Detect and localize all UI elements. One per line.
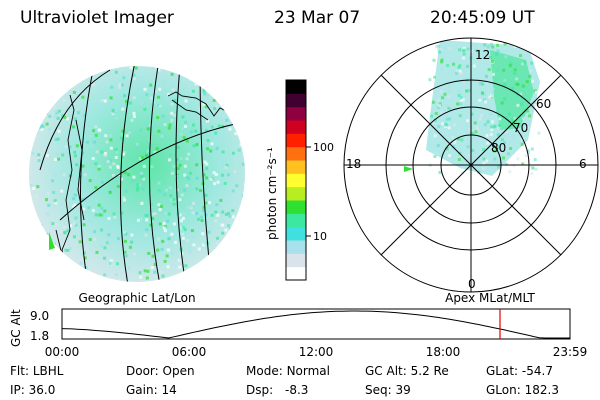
earth-disk xyxy=(29,66,245,282)
time-tick-2359: 23:59 xyxy=(553,345,588,359)
colorbar-segment xyxy=(286,146,306,161)
mlt-label-12: 12 xyxy=(475,48,490,62)
colorbar-segment xyxy=(286,160,306,174)
colorbar-segment xyxy=(286,80,306,94)
info-door: Door: Open xyxy=(126,364,195,378)
altitude-ytick-low: 1.8 xyxy=(30,329,49,343)
bright-spot xyxy=(49,232,55,250)
geographic-label: Geographic Lat/Lon xyxy=(78,291,195,305)
mlt-label-18: 18 xyxy=(346,157,361,171)
colorbar-segment xyxy=(286,186,306,201)
colorbar-tick-10: 10 xyxy=(313,230,327,243)
colorbar-segment xyxy=(286,226,306,241)
ring-label-70: 70 xyxy=(513,121,528,135)
colorbar-segment xyxy=(286,266,306,281)
time-tick-0600: 06:00 xyxy=(172,345,207,359)
polar-plot: 12 18 6 0 60 70 80 xyxy=(343,37,599,293)
colorbar-segment xyxy=(286,93,306,108)
mlt-label-0: 0 xyxy=(468,277,476,291)
info-gc-alt: GC Alt: 5.2 Re xyxy=(365,364,449,378)
ring-label-60: 60 xyxy=(536,97,551,111)
time-tick-0000: 00:00 xyxy=(45,345,80,359)
info-ip: IP: 36.0 xyxy=(10,383,56,397)
altitude-plot-frame xyxy=(61,308,571,340)
info-glon: GLon: 182.3 xyxy=(486,383,559,397)
colorbar-segment xyxy=(286,200,306,214)
colorbar-segment xyxy=(286,106,306,121)
observation-date: 23 Mar 07 xyxy=(274,8,361,28)
info-mode: Mode: Normal xyxy=(246,364,330,378)
info-glat: GLat: -54.7 xyxy=(486,364,553,378)
info-seq: Seq: 39 xyxy=(365,383,411,397)
info-flt: Flt: LBHL xyxy=(10,364,64,378)
time-tick-1200: 12:00 xyxy=(299,345,334,359)
time-tick-1800: 18:00 xyxy=(426,345,461,359)
colorbar-segment xyxy=(286,173,306,188)
info-dsp: Dsp: -8.3 xyxy=(246,383,309,397)
colorbar: 100 10 photon cm⁻²s⁻¹ xyxy=(265,79,334,281)
colorbar-unit-label: photon cm⁻²s⁻¹ xyxy=(265,147,279,240)
altitude-ylabel: GC Alt xyxy=(9,309,23,347)
altitude-timeline: GC Alt 9.0 1.8 00:00 06:00 12:00 18:00 2… xyxy=(9,308,588,359)
colorbar-tick-100: 100 xyxy=(313,141,334,154)
apex-label: Apex MLat/MLT xyxy=(445,291,535,305)
colorbar-segment xyxy=(286,240,306,254)
colorbar-segment xyxy=(286,213,306,228)
colorbar-segment xyxy=(286,253,306,268)
colorbar-segment xyxy=(286,133,306,148)
mlt-label-6: 6 xyxy=(579,157,587,171)
altitude-curve xyxy=(61,310,570,339)
ring-label-80: 80 xyxy=(491,141,506,155)
observation-time: 20:45:09 UT xyxy=(430,8,535,28)
instrument-title: Ultraviolet Imager xyxy=(20,8,174,28)
info-gain: Gain: 14 xyxy=(126,383,177,397)
colorbar-segment xyxy=(286,120,306,134)
geographic-map xyxy=(29,66,245,282)
altitude-ytick-high: 9.0 xyxy=(30,309,49,323)
